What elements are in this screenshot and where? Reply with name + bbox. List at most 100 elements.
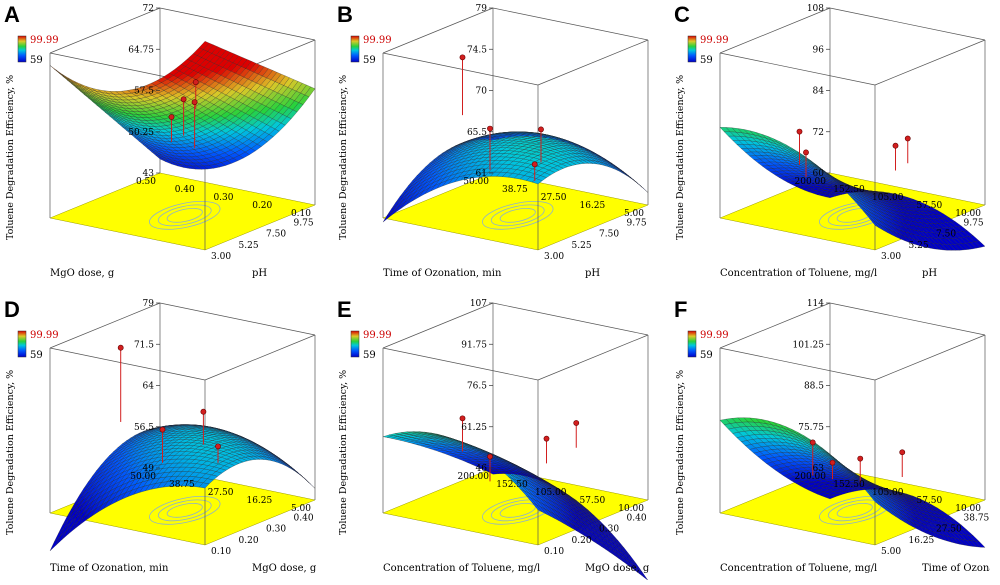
z-tick-label: 114 [807,299,824,309]
panel-b: B 61 65.5 70 74.5 79 5.00 16.25 27.50 38.75 50.00 3… [333,0,680,285]
colorbar-max-label: 99.99 [30,330,59,341]
box-edge [49,302,161,349]
y-tick-label: 9.75 [294,218,314,228]
contour-line [490,204,545,227]
z-axis-label: Toluene Degradation Efficiency, % [675,75,686,240]
design-point [459,54,466,61]
z-tick-label: 91.75 [461,340,487,350]
x-tick-label: 38.75 [502,185,528,195]
x-tick-label: 200.00 [795,177,827,187]
x-tick-label: 152.50 [833,480,865,490]
box-edge [492,302,649,336]
y-tick-label: 38.75 [964,513,990,523]
response-surface [382,431,649,581]
box-edge [49,347,206,381]
y-axis-label: MgO dose, g [585,563,650,574]
design-point [809,439,816,446]
z-tick-label: 75.75 [798,423,824,433]
design-point [543,435,550,442]
box-edge [159,302,316,336]
x-tick-label: 200.00 [458,472,490,482]
box-edge [874,39,986,86]
design-point [168,114,175,120]
box-edge [719,52,876,86]
y-tick-label: 0.40 [294,513,314,523]
colorbar [17,35,27,63]
box-edge [719,347,876,381]
panel-letter: E [337,297,352,322]
z-tick-label: 64.75 [128,45,154,55]
z-axis-label: Toluene Degradation Efficiency, % [675,370,686,535]
z-tick-label: 107 [470,299,487,309]
z-tick-label: 70 [476,87,488,97]
design-point [904,135,911,142]
contour-line [149,496,221,525]
x-tick-label: 16.25 [246,496,272,506]
x-tick-label: 50.00 [463,177,489,187]
colorbar [687,330,697,358]
z-tick-label: 60 [813,169,825,179]
colorbar-min-label: 59 [30,350,43,361]
y-axis-label: pH [252,268,267,279]
x-tick-label: 0.30 [213,193,233,203]
colorbar-min-label: 59 [363,350,376,361]
contour-line [157,204,212,227]
design-point [215,443,221,450]
x-tick-label: 200.00 [795,472,827,482]
design-point [117,344,124,351]
surface-chart-a: 43 50.25 57.5 64.75 72 0.10 0.20 0.30 0.40 0.50 3.… [5,4,347,279]
design-point [899,449,906,456]
colorbar [350,330,360,358]
y-tick-label: 9.75 [964,218,984,228]
colorbar [17,330,27,358]
z-tick-label: 57.5 [134,87,154,97]
z-tick-label: 88.5 [804,382,824,392]
panel-c: C 60 72 84 96 108 10.00 57.50 105.00 152.50 200.00… [670,0,1000,285]
x-tick-label: 57.50 [916,201,942,211]
design-point [531,161,538,168]
design-point [191,99,198,106]
x-tick-label: 27.50 [541,193,567,203]
x-tick-label: 5.00 [291,504,311,514]
z-tick-label: 101.25 [793,340,825,350]
box-edge [382,52,539,86]
z-axis-label: Toluene Degradation Efficiency, % [5,370,16,535]
x-axis-label: Concentration of Toluene, mg/l [720,563,877,574]
colorbar-min-label: 59 [363,55,376,66]
y-tick-label: 0.30 [599,525,619,535]
design-point [487,453,493,460]
contour-line [482,201,554,230]
surface-cell [825,194,837,198]
y-tick-label: 0.10 [544,547,564,557]
colorbar-max-label: 99.99 [363,330,392,341]
z-tick-label: 61.25 [461,423,487,433]
response-surface [49,41,316,170]
y-tick-label: 7.50 [599,230,619,240]
x-axis-label: MgO dose, g [50,268,115,279]
z-axis-label: Toluene Degradation Efficiency, % [5,75,16,240]
x-tick-label: 50.00 [130,472,156,482]
y-axis-label: MgO dose, g [252,563,317,574]
x-axis-label: Concentration of Toluene, mg/l [720,268,877,279]
box-edge [382,302,494,349]
y-tick-label: 7.50 [266,230,286,240]
colorbar-max-label: 99.99 [363,35,392,46]
x-tick-label: 27.50 [208,488,234,498]
panel-letter: A [4,2,20,27]
box-edge [829,7,986,41]
x-tick-label: 0.10 [291,209,311,219]
x-tick-label: 105.00 [872,488,904,498]
colorbar-min-label: 59 [700,55,713,66]
y-tick-label: 5.25 [239,241,259,251]
z-tick-label: 72 [813,128,824,138]
y-tick-label: 7.50 [936,230,956,240]
contour-line [157,499,212,522]
box-edge [204,334,316,381]
design-point [459,415,466,422]
design-point [892,142,899,149]
surface-cell [155,155,167,162]
design-point [192,79,199,86]
z-tick-label: 74.5 [467,45,487,55]
z-tick-label: 84 [813,87,825,97]
x-tick-label: 57.50 [579,496,605,506]
